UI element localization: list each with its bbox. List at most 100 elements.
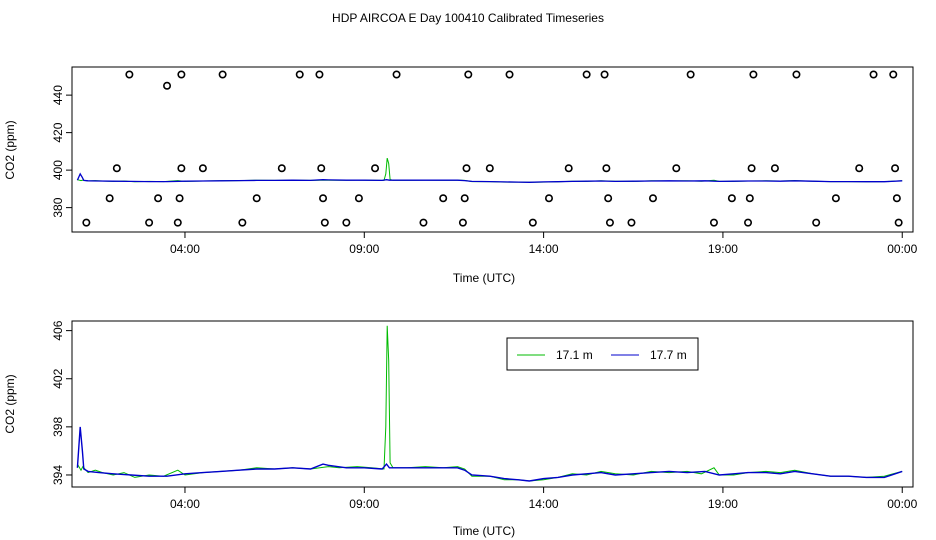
upper-x-tick-label: 00:00 — [887, 242, 917, 256]
data-point-marker — [439, 194, 448, 203]
legend: 17.1 m 17.7 m — [506, 337, 699, 371]
data-point-marker — [163, 81, 172, 90]
upper-marker-layer — [82, 70, 903, 227]
data-point-marker — [605, 218, 614, 227]
data-point-marker — [672, 164, 681, 173]
upper-y-axis: 380 400 420 440 — [51, 85, 72, 218]
lower-y-tick-label: 406 — [51, 320, 65, 340]
lower-y-tick-label: 398 — [51, 417, 65, 437]
data-point-marker — [602, 164, 611, 173]
data-point-marker — [831, 194, 840, 203]
lower-plot-frame — [71, 320, 914, 488]
lower-line-layer — [76, 325, 903, 482]
data-point-marker — [747, 164, 756, 173]
data-point-marker — [319, 194, 328, 203]
data-point-marker — [342, 218, 351, 227]
data-point-marker — [277, 164, 286, 173]
upper-x-tick-label: 14:00 — [529, 242, 559, 256]
lower-y-axis-label: CO2 (ppm) — [3, 374, 17, 433]
data-point-marker — [600, 70, 609, 79]
upper-y-axis-label: CO2 (ppm) — [3, 120, 17, 179]
data-point-marker — [317, 164, 326, 173]
data-point-marker — [749, 70, 758, 79]
data-point-marker — [177, 70, 186, 79]
data-point-marker — [173, 218, 182, 227]
lower-y-tick-label: 402 — [51, 368, 65, 388]
upper-x-tick-label: 04:00 — [170, 242, 200, 256]
data-point-marker — [855, 164, 864, 173]
data-point-marker — [894, 218, 903, 227]
data-point-marker — [564, 164, 573, 173]
data-point-marker — [485, 164, 494, 173]
data-point-marker — [709, 218, 718, 227]
data-point-marker — [458, 218, 467, 227]
data-point-marker — [892, 194, 901, 203]
data-point-marker — [198, 164, 207, 173]
data-point-marker — [582, 70, 591, 79]
data-point-marker — [125, 70, 134, 79]
legend-label-series-1: 17.1 m — [556, 348, 593, 362]
upper-x-axis-label: Time (UTC) — [453, 271, 515, 285]
upper-line-layer — [76, 157, 903, 183]
data-point-marker — [392, 70, 401, 79]
data-point-marker — [371, 164, 380, 173]
data-point-marker — [218, 70, 227, 79]
legend-label-series-2: 17.7 m — [650, 348, 687, 362]
data-point-marker — [727, 194, 736, 203]
data-point-marker — [648, 194, 657, 203]
data-point-marker — [252, 194, 261, 203]
data-point-marker — [464, 70, 473, 79]
lower-x-tick-label: 04:00 — [170, 497, 200, 511]
data-point-marker — [460, 194, 469, 203]
legend-box — [506, 337, 699, 371]
data-point-marker — [891, 164, 900, 173]
series-line-2 — [76, 426, 903, 482]
figure-title: HDP AIRCOA E Day 100410 Calibrated Times… — [332, 11, 604, 25]
upper-y-tick-label: 380 — [51, 197, 65, 217]
lower-x-tick-label: 00:00 — [887, 497, 917, 511]
lower-x-tick-label: 14:00 — [529, 497, 559, 511]
data-point-marker — [175, 194, 184, 203]
data-point-marker — [177, 164, 186, 173]
lower-y-axis: 394 398 402 406 — [51, 320, 72, 485]
data-point-marker — [627, 218, 636, 227]
upper-y-tick-label: 420 — [51, 122, 65, 142]
data-point-marker — [82, 218, 91, 227]
lower-x-axis-label: Time (UTC) — [453, 524, 515, 538]
data-point-marker — [238, 218, 247, 227]
upper-y-tick-label: 400 — [51, 160, 65, 180]
data-point-marker — [770, 164, 779, 173]
upper-plot-panel: 04:00 09:00 14:00 19:00 00:00 380 400 420 440 T… — [3, 66, 918, 285]
upper-y-tick-label: 440 — [51, 85, 65, 105]
data-point-marker — [792, 70, 801, 79]
upper-x-axis: 04:00 09:00 14:00 19:00 00:00 — [170, 232, 918, 256]
data-point-marker — [315, 70, 324, 79]
data-point-marker — [505, 70, 514, 79]
data-point-marker — [744, 218, 753, 227]
data-point-marker — [604, 194, 613, 203]
lower-y-tick-label: 394 — [51, 465, 65, 485]
data-point-marker — [869, 70, 878, 79]
data-point-marker — [889, 70, 898, 79]
series-line-1 — [76, 325, 903, 482]
data-point-marker — [105, 194, 114, 203]
lower-x-axis: 04:00 09:00 14:00 19:00 00:00 — [170, 487, 918, 511]
upper-plot-frame — [71, 66, 914, 233]
lower-x-tick-label: 09:00 — [349, 497, 379, 511]
data-point-marker — [745, 194, 754, 203]
data-point-marker — [145, 218, 154, 227]
data-point-marker — [320, 218, 329, 227]
lower-x-tick-label: 19:00 — [708, 497, 738, 511]
data-point-marker — [528, 218, 537, 227]
data-point-marker — [154, 194, 163, 203]
data-point-marker — [112, 164, 121, 173]
data-point-marker — [686, 70, 695, 79]
data-point-marker — [419, 218, 428, 227]
data-point-marker — [544, 194, 553, 203]
data-point-marker — [462, 164, 471, 173]
data-point-marker — [812, 218, 821, 227]
upper-x-tick-label: 09:00 — [349, 242, 379, 256]
lower-plot-panel: 04:00 09:00 14:00 19:00 00:00 394 398 402 406 T… — [3, 320, 918, 538]
upper-series-line-2 — [76, 172, 903, 183]
